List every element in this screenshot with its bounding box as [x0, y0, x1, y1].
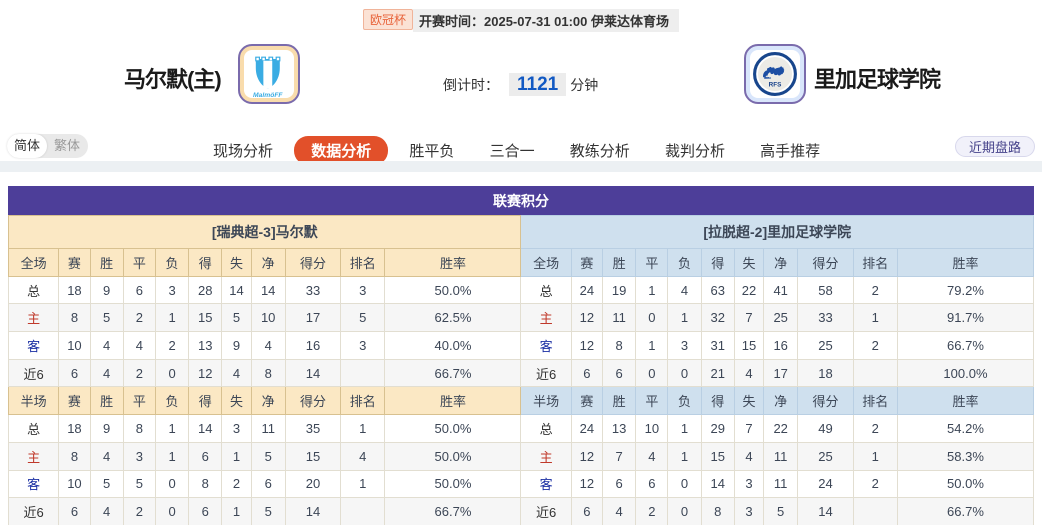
svg-text:RFS: RFS	[769, 82, 782, 89]
svg-text:MalmöFF: MalmöFF	[253, 92, 283, 98]
